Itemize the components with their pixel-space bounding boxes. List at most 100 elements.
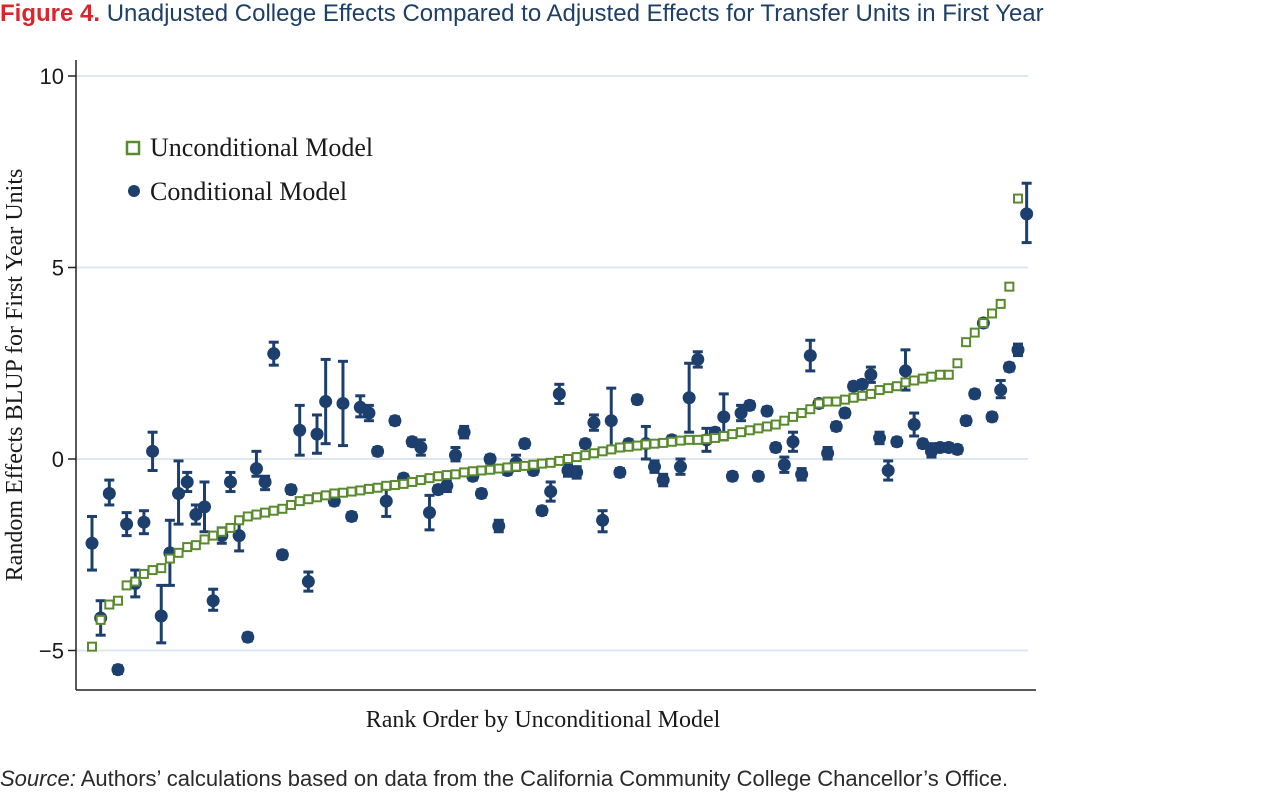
conditional-point xyxy=(241,630,255,644)
conditional-point xyxy=(985,410,999,424)
legend-label-conditional: Conditional Model xyxy=(150,177,347,206)
conditional-point xyxy=(189,508,203,522)
unconditional-point xyxy=(346,486,357,497)
conditional-point xyxy=(275,548,289,562)
unconditional-point xyxy=(502,462,513,473)
conditional-point xyxy=(154,609,168,623)
unconditional-point xyxy=(1013,193,1023,204)
unconditional-point xyxy=(554,455,565,466)
conditional-point xyxy=(223,475,237,489)
legend: Unconditional Model Conditional Model xyxy=(125,133,373,206)
unconditional-point xyxy=(943,369,954,380)
unconditional-point xyxy=(831,396,842,407)
unconditional-point xyxy=(234,515,245,526)
unconditional-point xyxy=(736,427,747,438)
conditional-point xyxy=(388,414,402,428)
unconditional-point xyxy=(260,507,271,518)
unconditional-point xyxy=(104,599,115,610)
conditional-point xyxy=(474,486,488,500)
conditional-point xyxy=(249,462,263,476)
conditional-point xyxy=(613,465,627,479)
x-axis-label: Rank Order by Unconditional Model xyxy=(366,707,721,733)
unconditional-point xyxy=(978,318,989,329)
conditional-point xyxy=(172,486,186,500)
conditional-point xyxy=(301,575,315,589)
unconditional-point xyxy=(320,490,331,501)
unconditional-point xyxy=(571,452,582,463)
source-note: Source: Authors’ calculations based on d… xyxy=(0,766,1008,792)
unconditional-point xyxy=(744,425,755,436)
unconditional-point xyxy=(312,492,323,503)
unconditional-point xyxy=(277,503,288,514)
unconditional-point xyxy=(216,526,227,537)
conditional-point xyxy=(267,347,281,361)
conditional-point xyxy=(1002,360,1016,374)
unconditional-point xyxy=(424,473,435,484)
unconditional-point xyxy=(381,480,392,491)
unconditional-point xyxy=(441,470,452,481)
unconditional-point xyxy=(337,487,348,498)
conditional-point xyxy=(907,418,921,432)
unconditional-point xyxy=(182,542,193,553)
unconditional-point xyxy=(173,547,184,558)
series-unconditional xyxy=(87,193,1023,652)
unconditional-point xyxy=(467,466,478,477)
unconditional-point xyxy=(839,394,850,405)
conditional-point xyxy=(319,395,333,409)
unconditional-point xyxy=(848,392,859,403)
conditional-point xyxy=(570,465,584,479)
conditional-point xyxy=(881,463,895,477)
conditional-point xyxy=(85,536,99,550)
y-tick-label: −5 xyxy=(39,639,64,664)
conditional-point xyxy=(120,517,134,531)
conditional-point xyxy=(111,663,125,677)
conditional-point xyxy=(648,460,662,474)
unconditional-point xyxy=(156,563,167,574)
unconditional-point xyxy=(935,369,946,380)
conditional-point xyxy=(838,406,852,420)
conditional-point xyxy=(535,504,549,518)
conditional-point xyxy=(803,349,817,363)
unconditional-point xyxy=(632,440,643,451)
conditional-point xyxy=(180,475,194,489)
unconditional-point xyxy=(208,530,219,541)
unconditional-point xyxy=(407,476,418,487)
conditional-point xyxy=(206,594,220,608)
conditional-point xyxy=(345,509,359,523)
unconditional-point xyxy=(666,436,677,447)
unconditional-point xyxy=(701,434,712,445)
conditional-point xyxy=(293,423,307,437)
conditional-point xyxy=(864,368,878,382)
y-axis-label: Random Effects BLUP for First Year Units xyxy=(2,169,28,582)
unconditional-point xyxy=(917,373,928,384)
unconditional-point xyxy=(649,438,660,449)
unconditional-point xyxy=(398,478,409,489)
unconditional-point xyxy=(995,298,1006,309)
conditional-point xyxy=(959,414,973,428)
conditional-point xyxy=(587,416,601,430)
conditional-point xyxy=(232,529,246,543)
y-tick-label: 5 xyxy=(52,256,64,281)
unconditional-point xyxy=(900,377,911,388)
conditional-point xyxy=(786,435,800,449)
conditional-point xyxy=(371,444,385,458)
unconditional-point xyxy=(710,432,721,443)
conditional-point xyxy=(414,441,428,455)
unconditional-point xyxy=(329,488,340,499)
unconditional-point xyxy=(528,459,539,470)
unconditional-point xyxy=(969,327,980,338)
y-ticks: −5 0 5 10 xyxy=(39,64,76,664)
unconditional-point xyxy=(857,390,868,401)
conditional-point xyxy=(310,427,324,441)
legend-label-unconditional: Unconditional Model xyxy=(150,133,373,162)
conditional-point xyxy=(379,494,393,508)
unconditional-point xyxy=(675,435,686,446)
unconditional-point xyxy=(519,460,530,471)
source-label: Source: xyxy=(0,766,76,791)
unconditional-point xyxy=(138,568,149,579)
unconditional-point xyxy=(588,448,599,459)
legend-marker-conditional xyxy=(128,185,140,197)
conditional-point xyxy=(492,519,506,533)
unconditional-point xyxy=(87,641,97,652)
unconditional-point xyxy=(961,337,972,348)
